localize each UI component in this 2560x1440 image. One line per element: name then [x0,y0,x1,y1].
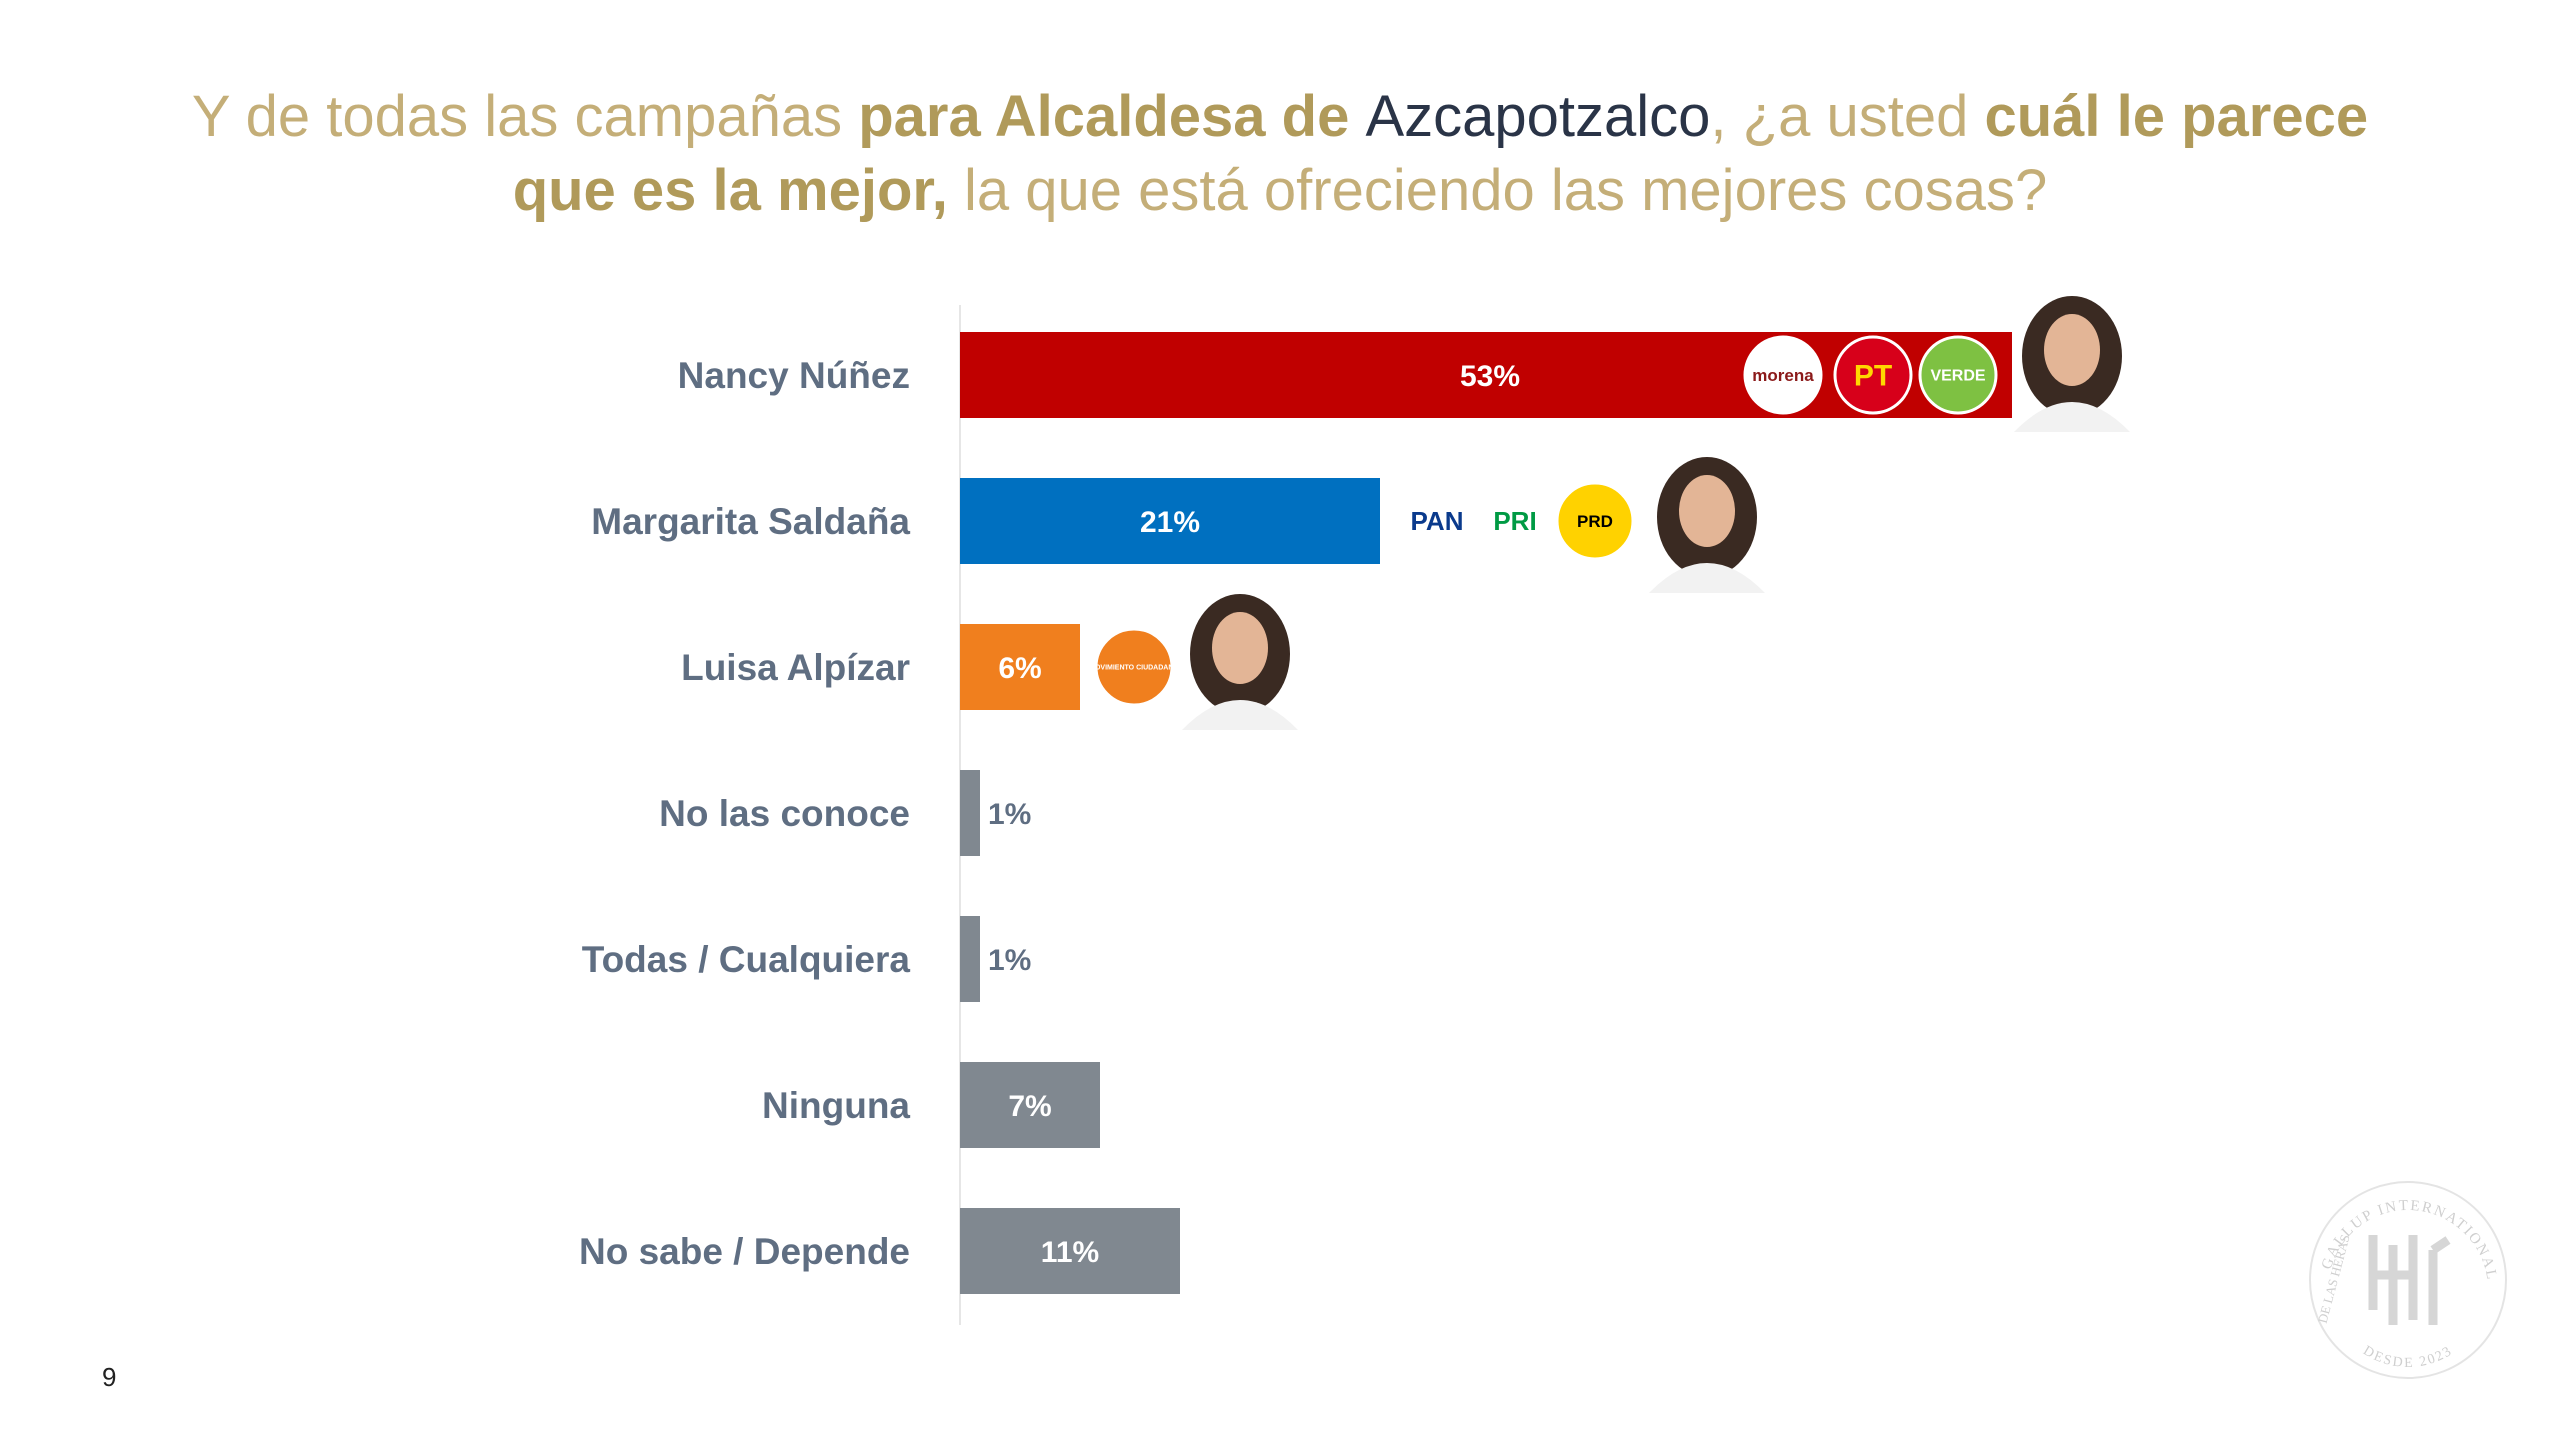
candidate-photo-luisa [1180,590,1300,730]
verde-logo-circle [1918,335,1998,415]
category-label: Margarita Saldaña [591,501,910,542]
pri-logo-text: PRI [1493,506,1536,536]
bar [960,916,980,1002]
title-part-2: para Alcaldesa de [858,84,1366,149]
bar [960,1062,1100,1148]
pan-logo-circle [1397,481,1477,561]
prd-logo: PRD [1555,481,1635,561]
morena-logo-circle [1743,335,1823,415]
verde-logo: VERDE [1918,335,1998,415]
pt-logo-text: PT [1854,360,1892,393]
category-label: Ninguna [762,1085,910,1126]
pri-logo-circle [1475,481,1555,561]
candidate-photo-margarita-face [1679,475,1735,547]
data-label: 6% [998,652,1041,685]
bar [960,624,1080,710]
seal-left-text: DE LAS HERAS [2315,1233,2353,1325]
category-label: No sabe / Depende [579,1231,910,1272]
data-label: 11% [1041,1236,1099,1269]
mc-logo-circle [1094,627,1174,707]
data-label: 21% [1140,506,1200,539]
data-label: 1% [988,944,1031,977]
mc-logo-text: MOVIMIENTO CIUDADANO [1089,664,1179,671]
category-label: Nancy Núñez [678,355,910,396]
title-part-5: cuál le parece que es la mejor, [512,84,2369,223]
morena-logo-text: morena [1752,366,1814,385]
candidate-photo-nancy [2012,292,2132,432]
pt-logo: PT [1833,335,1913,415]
candidate-photo-nancy-face [2044,314,2100,386]
page-number: 9 [102,1362,117,1392]
seal-bottom-text: DESDE 2023 [2360,1343,2453,1371]
chart-title: Y de todas las campañas para Alcaldesa d… [150,80,2410,228]
title-part-6: la que está ofreciendo las mejores cosas… [947,158,2048,223]
title-part-3: Azcapotzalco [1365,84,1711,149]
title-part-4: , ¿a usted [1710,84,1985,149]
category-label: Todas / Cualquiera [582,939,911,980]
mc-logo: MOVIMIENTO CIUDADANO [1089,627,1179,707]
gallup-seal-logo: GALLUP INTERNATIONAL MEMBER DESDE 2023 D… [2298,1170,2507,1379]
data-label: 1% [988,798,1031,831]
verde-logo-text: VERDE [1930,368,1985,385]
pan-logo-text: PAN [1411,506,1464,536]
candidate-photo-margarita [1647,453,1767,593]
candidate-photo-luisa-face [1212,612,1268,684]
candidate-photo-margarita-shoulders [1649,563,1765,593]
morena-logo: morena [1743,335,1823,415]
prd-logo-circle [1555,481,1635,561]
svg-text:DESDE 2023: DESDE 2023 [2360,1343,2455,1371]
pan-logo: PAN [1397,481,1477,561]
bar [960,770,980,856]
data-label: 53% [1460,360,1520,393]
category-label: No las conoce [659,793,910,834]
bar [960,478,1380,564]
prd-logo-text: PRD [1577,512,1613,531]
candidate-photo-nancy-shoulders [2014,402,2130,432]
title-part-1: Y de todas las campañas [191,84,859,149]
pri-logo: PRI [1475,481,1555,561]
candidate-photo-luisa-shoulders [1182,700,1298,730]
data-label: 7% [1008,1090,1051,1123]
bar [960,1208,1180,1294]
pt-logo-circle [1833,335,1913,415]
category-label: Luisa Alpízar [681,647,910,688]
